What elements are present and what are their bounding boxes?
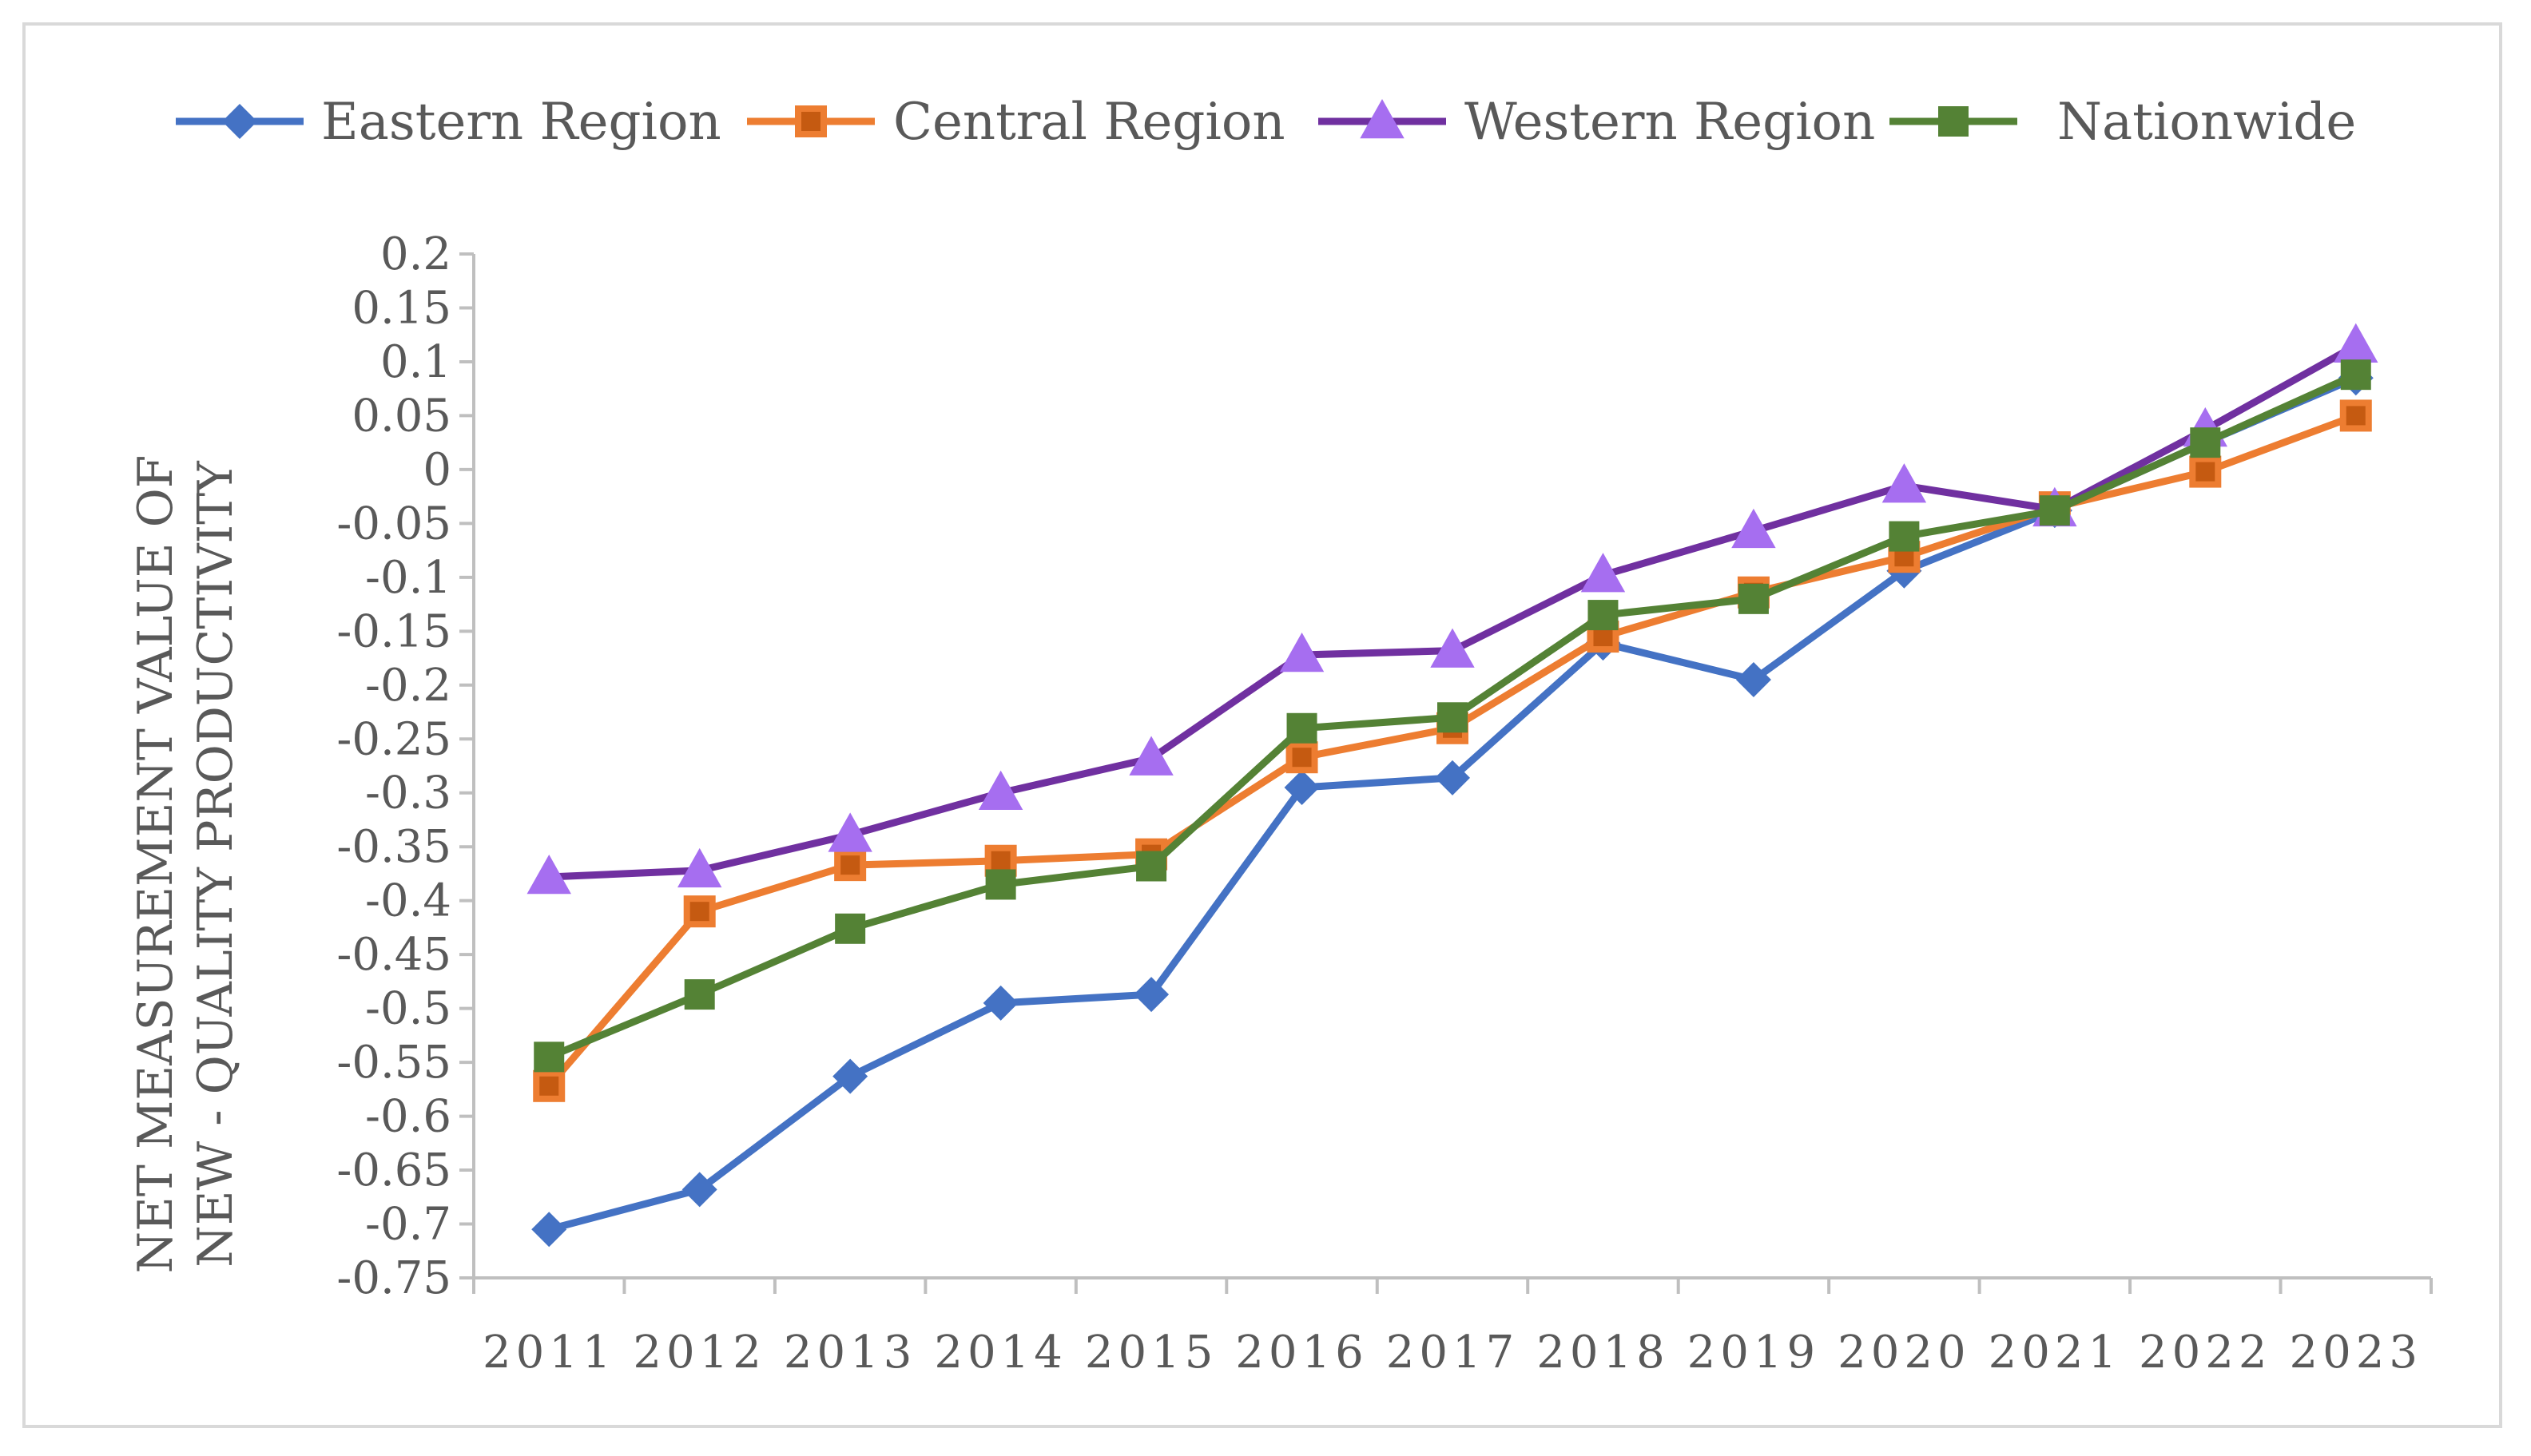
data-point (834, 849, 867, 882)
data-point (983, 985, 1019, 1021)
x-tick-label: 2011 (483, 1327, 616, 1379)
y-tick-label: -0.45 (336, 929, 451, 981)
y-tick-label: 0 (423, 444, 451, 496)
series-line (549, 342, 2358, 881)
x-tick-label: 2016 (1235, 1327, 1369, 1379)
data-point (1285, 741, 1318, 774)
data-point (1731, 508, 1776, 549)
data-point (1430, 628, 1475, 668)
y-axis-label-line-2: NEW - QUALITY PRODUCTIVITY (188, 460, 244, 1268)
data-point (533, 1069, 566, 1102)
legend-item: Eastern Region (176, 93, 721, 152)
data-point (978, 770, 1023, 811)
x-tick-label: 2018 (1536, 1327, 1670, 1379)
data-point (526, 854, 571, 895)
y-tick-label: -0.5 (365, 983, 451, 1035)
x-tick-label: 2020 (1838, 1327, 1971, 1379)
y-tick-label: -0.05 (336, 498, 451, 549)
legend-item: Central Region (747, 93, 1285, 152)
x-tick-label: 2015 (1085, 1327, 1218, 1379)
y-tick-label: -0.1 (365, 552, 451, 604)
data-point (1735, 662, 1771, 698)
data-point (2334, 323, 2378, 363)
y-tick-label: 0.2 (380, 228, 451, 280)
legend-swatch-marker (1360, 98, 1405, 139)
axes (472, 254, 2431, 1279)
data-point (1738, 583, 1769, 614)
data-point (684, 979, 715, 1010)
data-point (683, 895, 716, 928)
series-layer (526, 323, 2378, 1248)
y-tick-label: 0.1 (380, 336, 451, 388)
y-axis-label-line-1: NET MEASUREMENT VALUE OF (128, 455, 184, 1274)
y-tick-label: 0.15 (352, 282, 451, 334)
legend-label: Central Region (893, 93, 1285, 152)
series-line (546, 412, 2358, 1089)
y-ticks: 0.20.150.10.050-0.05-0.1-0.15-0.2-0.25-0… (336, 228, 474, 1304)
y-tick-label: -0.7 (365, 1199, 451, 1251)
y-tick-label: -0.2 (365, 660, 451, 712)
series-nationwide (534, 359, 2371, 1073)
data-point (985, 869, 1016, 900)
x-tick-label: 2022 (2139, 1327, 2272, 1379)
y-tick-label: -0.6 (365, 1091, 451, 1143)
legend-swatch-marker (1938, 106, 1969, 137)
data-point (832, 1058, 868, 1094)
legend-label: Western Region (1464, 93, 1875, 152)
x-tick-label: 2019 (1687, 1327, 1821, 1379)
x-ticks: 2011 2012 2013 2014 2015 2016 2017 2018 2019 2020… (472, 1278, 2433, 1379)
y-tick-label: -0.55 (336, 1037, 451, 1089)
y-tick-label: -0.3 (365, 768, 451, 819)
chart-frame (22, 22, 2502, 1428)
data-point (1136, 851, 1167, 882)
data-point (835, 913, 866, 944)
data-point (1284, 769, 1320, 805)
data-point (1279, 632, 1325, 672)
legend-item: Western Region (1318, 93, 1875, 152)
data-point (1881, 463, 1927, 503)
y-tick-label: -0.15 (336, 605, 451, 657)
x-tick-label: 2013 (784, 1327, 917, 1379)
x-tick-label: 2017 (1386, 1327, 1520, 1379)
data-point (1286, 712, 1317, 744)
data-point (2190, 427, 2221, 458)
legend: Eastern Region Central Region Western Regi… (176, 93, 2356, 152)
data-point (2339, 399, 2372, 432)
y-tick-label: 0.05 (352, 390, 451, 442)
x-tick-label: 2014 (934, 1327, 1067, 1379)
data-point (1889, 521, 1920, 552)
data-point (2340, 359, 2371, 391)
legend-swatch-marker (795, 105, 827, 137)
data-point (1129, 736, 1174, 776)
series-central-region (533, 399, 2372, 1102)
data-point (2189, 455, 2222, 488)
data-point (828, 812, 872, 852)
data-point (534, 1041, 565, 1073)
legend-swatch-marker (222, 104, 257, 139)
y-tick-label: -0.35 (336, 821, 451, 873)
data-point (681, 1172, 717, 1208)
y-axis-label: NET MEASUREMENT VALUE OF NEW - QUALITY P… (128, 455, 244, 1274)
legend-label: Nationwide (2057, 93, 2356, 152)
series-line (548, 375, 2358, 1233)
legend-item: Nationwide (1889, 93, 2356, 152)
y-tick-label: -0.4 (365, 875, 451, 927)
y-tick-label: -0.75 (336, 1252, 451, 1304)
series-western-region (526, 323, 2378, 895)
data-point (1437, 702, 1468, 733)
legend-label: Eastern Region (321, 93, 721, 152)
data-point (1435, 760, 1470, 795)
x-tick-label: 2012 (633, 1327, 766, 1379)
data-point (1580, 553, 1626, 593)
data-point (531, 1212, 567, 1248)
data-point (1134, 977, 1170, 1013)
data-point (1587, 600, 1619, 631)
x-tick-label: 2023 (2290, 1327, 2423, 1379)
x-tick-label: 2021 (1989, 1327, 2122, 1379)
y-tick-label: -0.65 (336, 1145, 451, 1196)
data-point (677, 847, 722, 888)
y-tick-label: -0.25 (336, 713, 451, 765)
data-point (2039, 495, 2070, 526)
